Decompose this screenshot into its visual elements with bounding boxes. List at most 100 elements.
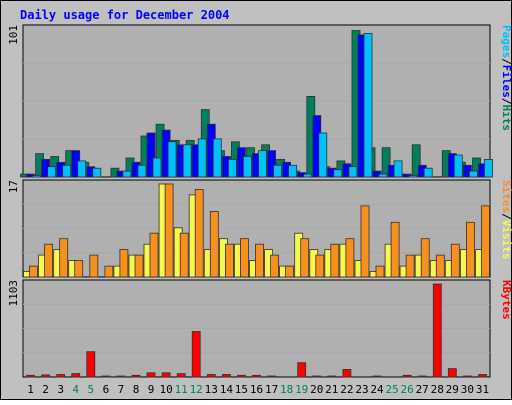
day-label-16: 16 (250, 383, 263, 396)
legend-text-hits-files-pages: Pages/Files/Hits (500, 25, 512, 131)
bar-sites-day-26 (405, 254, 415, 278)
bar-pages-day-27 (423, 167, 433, 178)
day-label-29: 29 (446, 383, 459, 396)
day-label-25: 25 (385, 383, 398, 396)
bar-sites-day-16 (255, 243, 264, 278)
legend-separator: / (500, 213, 512, 220)
bar-sites-day-25 (390, 221, 400, 278)
day-label-31: 31 (476, 383, 489, 396)
bar-sites-day-28 (435, 254, 445, 278)
day-label-1: 1 (27, 383, 34, 396)
day-label-21: 21 (325, 383, 338, 396)
bar-kbytes-day-9 (146, 372, 156, 378)
day-label-6: 6 (103, 383, 110, 396)
bar-kbytes-day-27 (417, 375, 427, 378)
y-max-label-hits-files-pages: 101 (7, 25, 20, 45)
panel-kbytes (22, 279, 491, 378)
bar-kbytes-day-15 (236, 374, 246, 378)
day-label-4: 4 (72, 383, 79, 396)
bar-kbytes-day-28 (432, 283, 442, 378)
bar-kbytes-day-22 (342, 368, 352, 378)
bar-kbytes-day-5 (86, 351, 96, 378)
day-label-11: 11 (175, 383, 188, 396)
bar-kbytes-day-26 (402, 374, 412, 378)
bar-pages-day-16 (258, 150, 267, 178)
bar-sites-day-3 (59, 238, 69, 278)
bar-files-day-9 (146, 132, 156, 178)
bar-kbytes-day-20 (312, 375, 322, 378)
chart-title: Daily usage for December 2004 (20, 8, 230, 22)
bar-kbytes-day-14 (221, 374, 231, 378)
bar-sites-day-29 (450, 243, 460, 278)
legend-visits-sites: Sites/Visits (500, 180, 512, 260)
bar-sites-day-7 (119, 249, 129, 278)
day-label-10: 10 (159, 383, 172, 396)
bar-sites-day-20 (315, 254, 325, 278)
bar-sites-day-4 (74, 260, 84, 278)
bar-kbytes-day-10 (161, 372, 171, 378)
bar-sites-day-9 (149, 232, 159, 278)
bar-sites-day-30 (465, 221, 475, 278)
bar-pages-day-5 (92, 167, 102, 178)
bar-sites-day-24 (375, 265, 385, 278)
bar-pages-day-21 (333, 169, 343, 178)
bar-sites-day-12 (194, 189, 204, 278)
bar-pages-day-23 (363, 33, 373, 178)
day-label-23: 23 (355, 383, 368, 396)
y-max-label-kbytes: 1103 (7, 280, 20, 307)
legend-text-kbytes: KBytes (500, 280, 512, 320)
bar-pages-day-11 (182, 144, 192, 178)
panel-hits-files-pages (20, 24, 493, 178)
bar-pages-day-20 (318, 132, 328, 178)
bar-sites-day-13 (209, 210, 219, 278)
bar-pages-day-13 (212, 138, 222, 178)
day-label-15: 15 (235, 383, 248, 396)
bar-sites-day-31 (481, 205, 490, 278)
legend-separator: / (500, 98, 512, 105)
bar-sites-day-1 (29, 265, 38, 278)
day-label-14: 14 (220, 383, 234, 396)
bar-sites-day-6 (104, 265, 114, 278)
day-label-17: 17 (265, 383, 278, 396)
bar-pages-day-7 (122, 170, 132, 178)
day-label-8: 8 (133, 383, 140, 396)
legend-entry-pages: Pages (500, 25, 512, 58)
bar-kbytes-day-31 (478, 374, 487, 378)
bar-sites-day-27 (420, 238, 430, 278)
bar-pages-day-30 (468, 170, 478, 178)
bar-kbytes-day-21 (327, 375, 337, 378)
legend-hits-files-pages: Pages/Files/Hits (500, 25, 512, 131)
bar-sites-day-8 (134, 254, 144, 278)
bar-kbytes-day-11 (176, 373, 186, 378)
bar-sites-day-2 (44, 243, 53, 278)
day-label-13: 13 (205, 383, 218, 396)
bar-pages-day-26 (408, 175, 418, 178)
legend-entry-files: Files (500, 65, 512, 98)
bar-kbytes-day-13 (206, 374, 216, 378)
bar-kbytes-day-16 (252, 374, 261, 378)
bar-kbytes-day-12 (191, 331, 201, 378)
day-label-5: 5 (87, 383, 94, 396)
bar-kbytes-day-3 (56, 374, 66, 378)
legend-kbytes: KBytes (500, 280, 512, 320)
bar-pages-day-18 (288, 164, 298, 178)
bar-pages-day-25 (393, 160, 403, 178)
day-label-20: 20 (310, 383, 323, 396)
bar-kbytes-day-19 (297, 362, 307, 378)
bar-pages-day-15 (242, 156, 252, 178)
bar-kbytes-day-24 (372, 375, 382, 378)
day-label-30: 30 (461, 383, 474, 396)
bar-sites-day-18 (285, 265, 295, 278)
bar-pages-day-24 (378, 173, 388, 178)
day-label-7: 7 (118, 383, 125, 396)
day-label-12: 12 (190, 383, 203, 396)
day-label-22: 22 (340, 383, 353, 396)
bar-sites-day-11 (179, 232, 189, 278)
bar-kbytes-day-17 (267, 375, 277, 378)
bar-sites-day-17 (270, 254, 280, 278)
bar-kbytes-day-30 (462, 375, 472, 378)
bar-kbytes-day-7 (116, 375, 126, 378)
legend-entry-hits: Hits (500, 105, 512, 132)
